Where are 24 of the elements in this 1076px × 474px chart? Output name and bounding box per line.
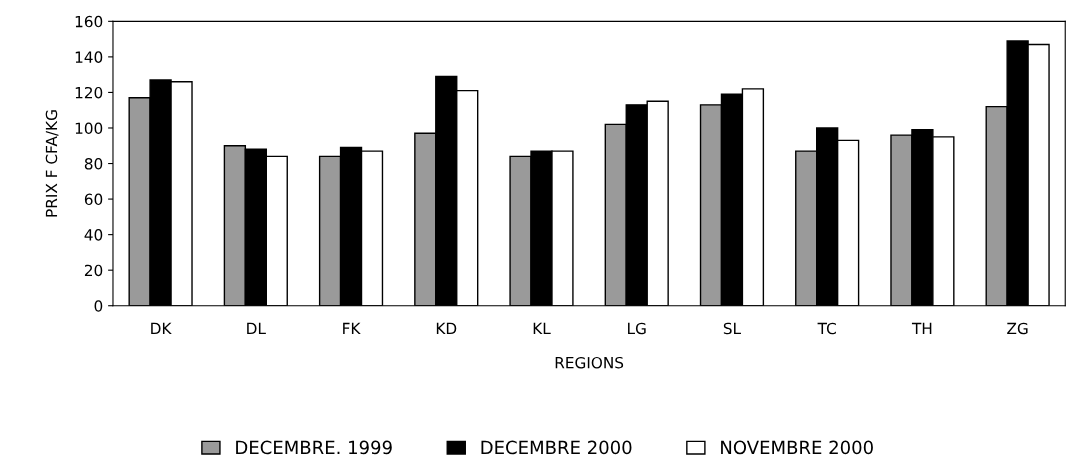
y-tick-label: 80 <box>84 158 103 170</box>
x-tick-label: KL <box>533 322 551 335</box>
x-axis-title: REGIONS <box>555 356 624 369</box>
y-tick-label: 100 <box>75 122 103 134</box>
y-axis-title: PRIX F CFA/KG <box>45 110 59 217</box>
x-tick-label: KD <box>436 322 457 335</box>
y-tick-label: 20 <box>84 264 103 277</box>
x-tick-label: SL <box>723 322 741 335</box>
legend-label: DECEMBRE. 1999 <box>236 440 392 455</box>
x-tick-label: TH <box>911 322 932 335</box>
y-tick-label: 140 <box>75 51 103 63</box>
y-tick-label: 120 <box>75 86 103 99</box>
x-tick-label: FK <box>343 322 361 335</box>
y-tick-label: 160 <box>75 15 103 28</box>
x-tick-label: DK <box>151 322 172 335</box>
legend-label: DECEMBRE 2000 <box>481 440 632 455</box>
x-tick-label: DL <box>247 322 266 335</box>
y-tick-label: 0 <box>94 300 103 312</box>
y-tick-label: 60 <box>84 193 103 206</box>
legend-label: NOVEMBRE 2000 <box>721 440 873 455</box>
x-tick-label: TC <box>817 322 836 335</box>
x-tick-label: LG <box>628 322 646 335</box>
y-tick-label: 40 <box>84 229 103 241</box>
x-tick-label: ZG <box>1007 322 1028 335</box>
